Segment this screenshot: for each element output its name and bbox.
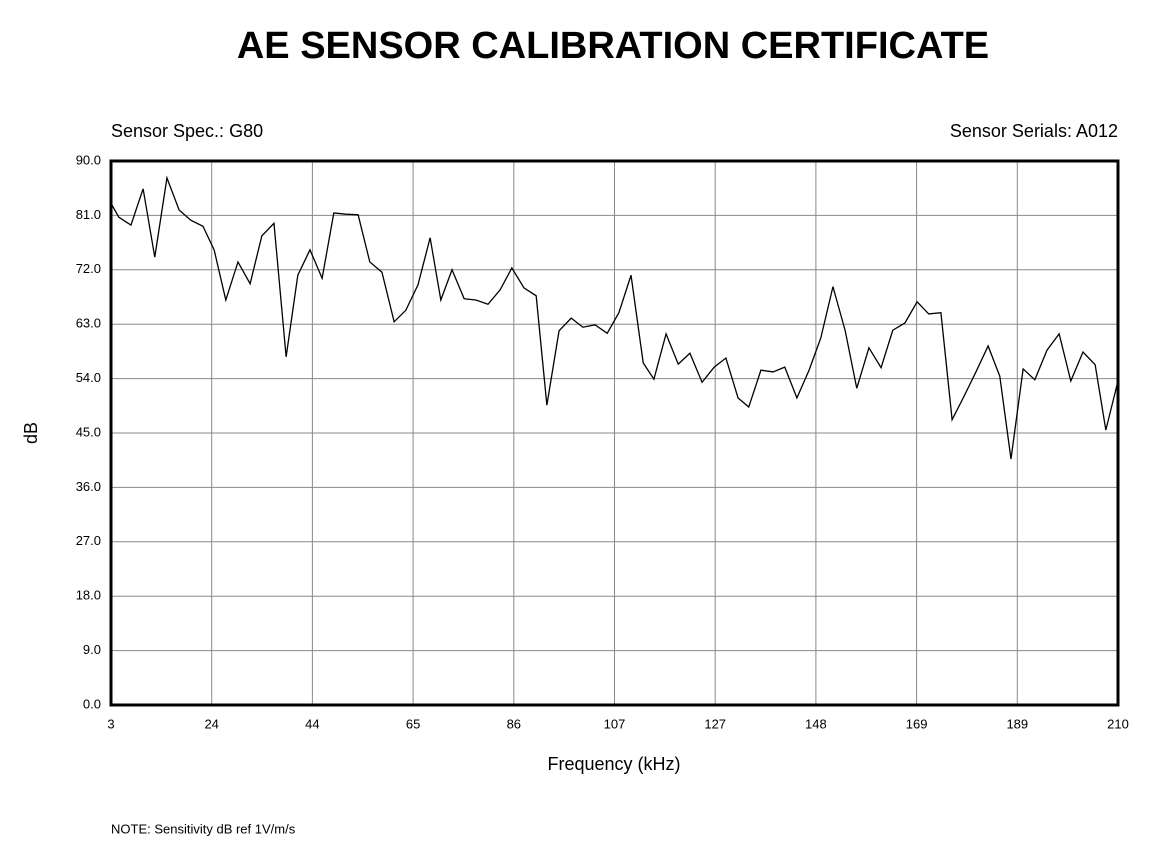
sensor-serials: Sensor Serials: A012: [950, 121, 1118, 141]
note: NOTE: Sensitivity dB ref 1V/m/s: [111, 821, 296, 836]
x-tick-label: 169: [906, 716, 928, 731]
x-tick-label: 148: [805, 716, 827, 731]
y-axis-label: dB: [21, 422, 41, 444]
y-tick-label: 54.0: [76, 370, 101, 385]
y-tick-label: 0.0: [83, 696, 101, 711]
x-tick-label: 44: [305, 716, 319, 731]
x-tick-label: 86: [507, 716, 521, 731]
y-tick-label: 81.0: [76, 207, 101, 222]
y-tick-label: 90.0: [76, 152, 101, 167]
y-tick-label: 36.0: [76, 479, 101, 494]
x-tick-label: 3: [107, 716, 114, 731]
sensor-spec: Sensor Spec.: G80: [111, 121, 263, 141]
x-tick-label: 127: [704, 716, 726, 731]
x-axis-label: Frequency (kHz): [547, 754, 680, 774]
y-tick-label: 9.0: [83, 642, 101, 657]
x-tick-label: 107: [604, 716, 626, 731]
y-tick-label: 72.0: [76, 261, 101, 276]
plot-frame: [109, 159, 1120, 707]
x-tick-label: 24: [204, 716, 218, 731]
y-tick-label: 63.0: [76, 316, 101, 331]
y-tick-label: 18.0: [76, 588, 101, 603]
chart-title: AE SENSOR CALIBRATION CERTIFICATE: [237, 25, 989, 67]
y-tick-label: 45.0: [76, 424, 101, 439]
data-line: [110, 175, 1119, 460]
y-tick-label: 27.0: [76, 533, 101, 548]
x-tick-label: 189: [1006, 716, 1028, 731]
x-tick-label: 210: [1107, 716, 1129, 731]
x-tick-label: 65: [406, 716, 420, 731]
